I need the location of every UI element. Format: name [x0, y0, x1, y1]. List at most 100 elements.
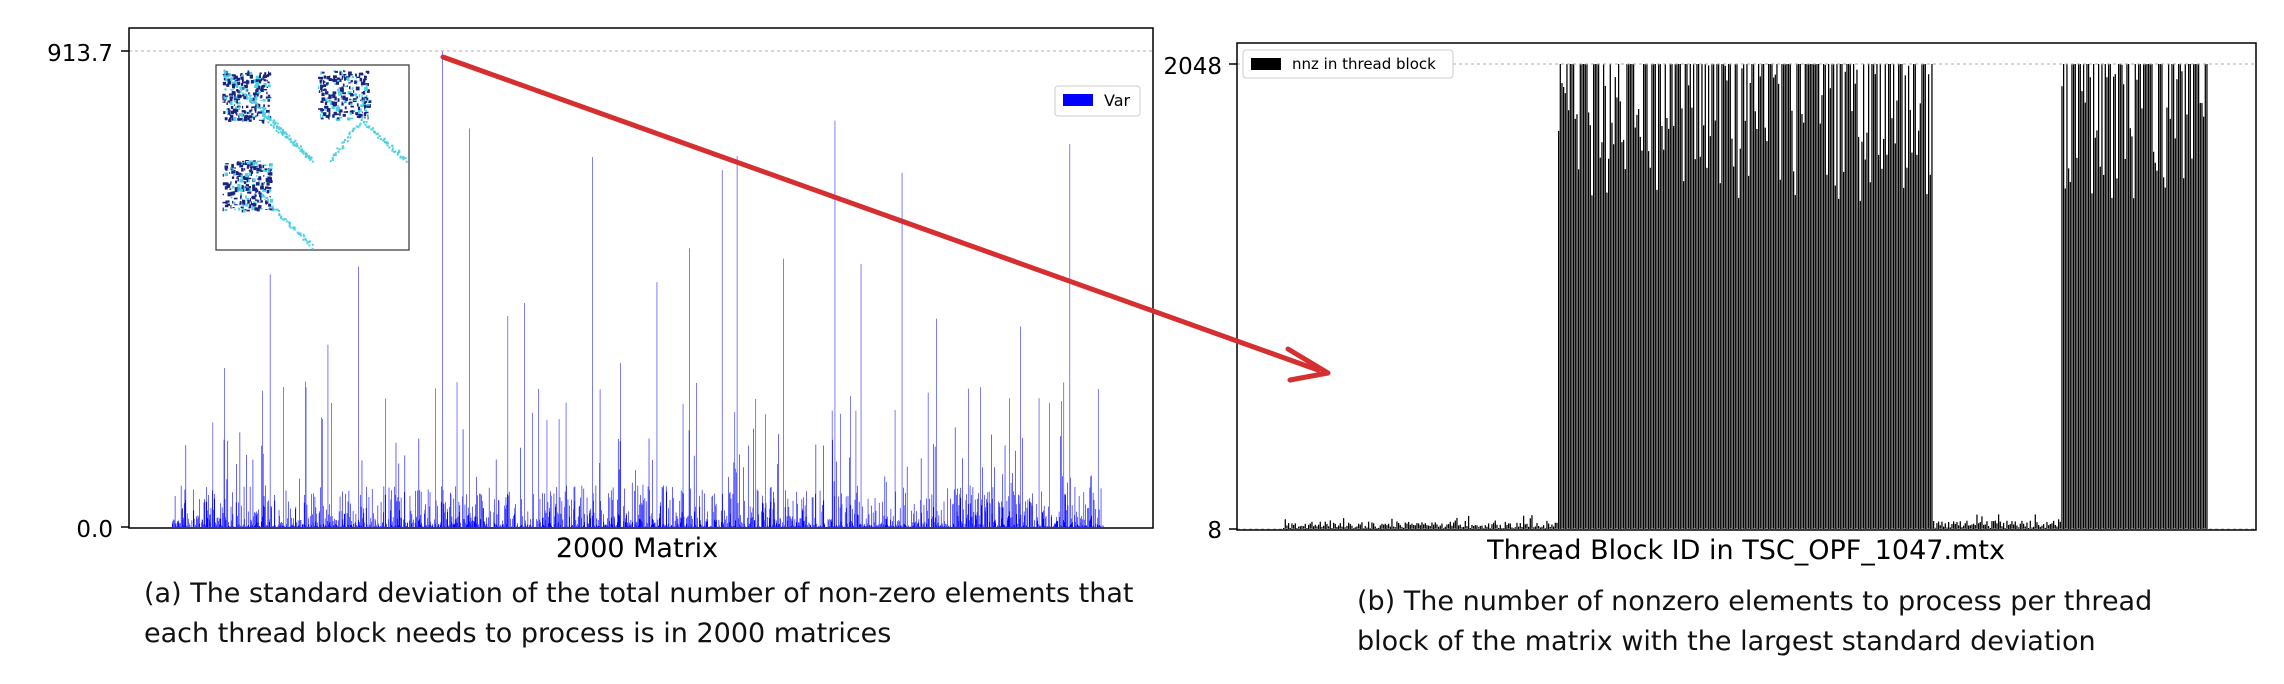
bar-a: [322, 419, 323, 527]
bar-a: [178, 522, 179, 527]
bar-a: [449, 506, 450, 527]
bar-a: [700, 523, 702, 527]
bar-a: [290, 525, 292, 527]
inset-dot: [234, 208, 236, 211]
bar-a: [612, 487, 614, 527]
bar-a: [985, 507, 986, 527]
panel-a: 913.7 0.0 2000 Matrix Var: [47, 27, 1154, 564]
bar-b: [1968, 525, 1970, 529]
bar-a: [989, 522, 990, 527]
bar-a: [776, 523, 777, 527]
inset-dot: [230, 205, 232, 209]
bar-a: [630, 519, 632, 527]
bar-a: [862, 506, 863, 527]
bar-a: [456, 518, 457, 527]
bar-b: [1964, 523, 1966, 529]
bar-a: [960, 526, 962, 527]
bar-a: [1054, 522, 1056, 527]
bar-b: [2171, 64, 2173, 529]
bar-b: [2121, 64, 2123, 530]
bar-a: [677, 518, 679, 527]
bar-b: [1981, 516, 1983, 529]
inset-dot: [265, 196, 269, 199]
bar-a: [488, 487, 490, 527]
inset-dot: [269, 206, 272, 209]
bar-a: [473, 520, 475, 527]
bar-a: [177, 520, 179, 527]
bar-a: [765, 503, 767, 527]
inset-dot: [261, 106, 264, 109]
bar-a: [834, 496, 835, 527]
bar-b: [1296, 528, 1298, 529]
inset-dot: [355, 83, 357, 85]
bar-a: [196, 519, 198, 527]
inset-dot: [302, 233, 305, 236]
bar-a: [952, 504, 953, 527]
bar-a: [680, 490, 682, 527]
bar-a: [278, 524, 279, 527]
legend-a: Var: [1054, 85, 1141, 117]
bar-a: [312, 522, 314, 527]
bar-a: [438, 524, 440, 527]
bar-a: [456, 382, 458, 527]
inset-dot: [264, 72, 267, 76]
bar-b: [1356, 526, 1358, 529]
inset-dot: [289, 222, 291, 225]
bar-b: [2153, 151, 2155, 529]
inset-dot: [265, 201, 267, 205]
bar-b: [1638, 109, 1640, 529]
inset-dot: [365, 121, 368, 124]
bar-a: [931, 519, 932, 527]
inset-dot: [258, 191, 261, 194]
bar-b: [1886, 154, 1888, 530]
inset-dot: [269, 196, 271, 198]
bar-a: [1041, 491, 1042, 527]
inset-dot: [307, 157, 310, 160]
bar-a: [504, 505, 505, 527]
inset-dot: [252, 203, 257, 207]
bar-b: [1879, 64, 1881, 529]
bar-a: [311, 494, 312, 527]
bar-b: [1648, 151, 1650, 529]
inset-dot: [345, 76, 350, 78]
bar-b: [2156, 170, 2158, 530]
bar-a: [691, 515, 692, 527]
bar-b: [1368, 521, 1370, 529]
bar-a: [943, 501, 945, 527]
inset-dot: [320, 117, 324, 120]
inset-dot: [364, 105, 367, 109]
inset-dot: [365, 84, 368, 88]
bar-a: [828, 520, 829, 527]
bar-b: [2148, 64, 2150, 529]
bar-a: [631, 482, 633, 527]
inset-dot: [235, 109, 239, 112]
bar-b: [1846, 64, 1848, 529]
bar-a: [532, 412, 533, 527]
bar-a: [516, 525, 518, 527]
bar-a: [453, 524, 455, 527]
bar-a: [667, 526, 668, 527]
bar-a: [318, 513, 320, 527]
bar-a: [341, 526, 342, 527]
bar-a: [251, 526, 253, 527]
bar-a: [573, 509, 574, 527]
bar-b: [2101, 64, 2103, 529]
bar-a: [286, 525, 287, 527]
bar-a: [652, 518, 654, 527]
bar-a: [443, 503, 444, 527]
bar-a: [346, 513, 348, 527]
bar-b: [1909, 109, 1911, 529]
bar-a: [999, 503, 1000, 527]
bar-a: [805, 524, 806, 527]
bar-b: [1848, 64, 1850, 529]
inset-dot: [226, 186, 231, 188]
bar-a: [665, 486, 667, 527]
bar-b: [1289, 528, 1291, 529]
inset-dot: [319, 79, 323, 82]
bar-a: [506, 504, 508, 527]
inset-dot: [235, 99, 238, 104]
bar-a: [662, 524, 663, 527]
inset-dot: [283, 218, 286, 221]
bar-a: [581, 485, 583, 527]
bar-a: [1026, 525, 1027, 527]
